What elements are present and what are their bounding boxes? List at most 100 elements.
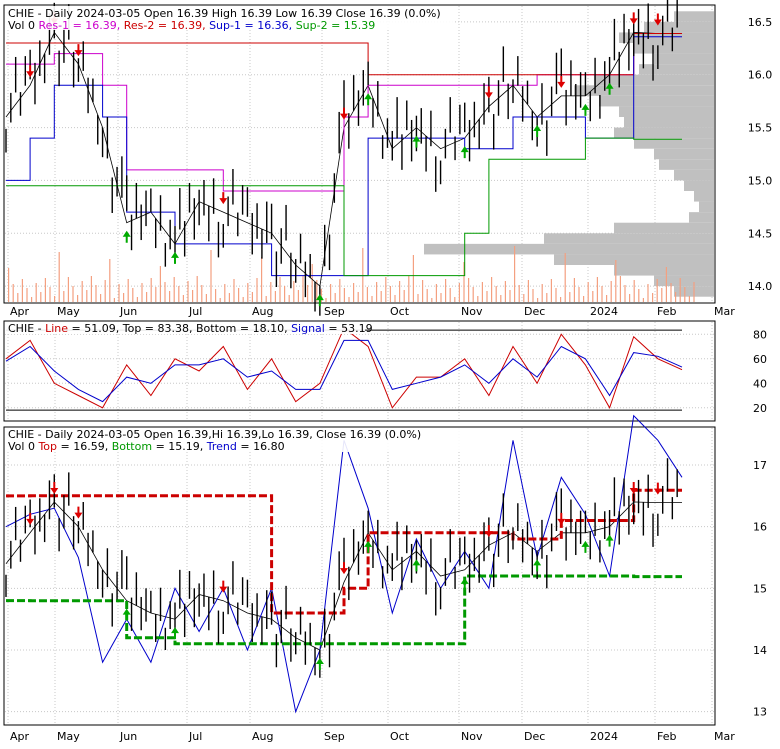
down-arrow [74, 44, 83, 57]
volume-bar [77, 295, 79, 302]
volume-bar [417, 294, 419, 302]
legend-part: = 83.38, [145, 322, 196, 335]
legend-part: Bottom [196, 322, 240, 335]
volume-bar [54, 296, 56, 302]
volume-bar [527, 280, 529, 302]
volume-bar [555, 288, 557, 302]
up-arrow [460, 146, 469, 159]
legend-part: Bottom [112, 440, 156, 453]
legend-part: = 53.19 [328, 322, 372, 335]
volume-bar [665, 267, 667, 302]
y-tick-label: 20 [753, 402, 767, 415]
legend-part: Line [45, 322, 71, 335]
volume-bar [684, 287, 686, 302]
volume-bar [141, 283, 143, 302]
volume-bar [215, 289, 217, 302]
volume-bar [458, 283, 460, 302]
x-tick-label: Nov [461, 305, 483, 318]
volume-bar [113, 298, 115, 302]
volume-bar [509, 290, 511, 302]
volume-bar [265, 296, 267, 302]
y-tick-label: 17 [753, 459, 767, 472]
legend-part: Sup-1 = 16.36, [209, 19, 296, 32]
volume-bar [17, 293, 19, 302]
volume-bar [399, 281, 401, 302]
volume-bar [647, 284, 649, 302]
volume-bar [256, 278, 258, 302]
y-tick-label: 15.5 [748, 122, 773, 135]
volume-bar [192, 290, 194, 302]
legend-part: Trend [206, 440, 241, 453]
x-tick-label: Feb [657, 305, 676, 318]
volume-bar [688, 296, 690, 302]
volume-bar [514, 246, 516, 302]
volume-bar [251, 292, 253, 302]
volume-bar [408, 276, 410, 302]
series-sup-2 [6, 137, 682, 277]
volume-bar [491, 277, 493, 302]
volume-bar [210, 250, 212, 302]
volume-bar [8, 268, 10, 302]
volume-bar [123, 293, 125, 302]
volume-bar [532, 289, 534, 302]
volume-profile-bar [694, 191, 714, 202]
x-tick-label: Dec [524, 730, 545, 743]
volume-bar [242, 297, 244, 302]
volume-bar [518, 285, 520, 302]
oscillator-header-bg [5, 322, 365, 334]
volume-bar [35, 283, 37, 302]
volume-bar [376, 282, 378, 302]
price-legend: Vol 0 Res-1 = 16.39, Res-2 = 16.39, Sup-… [8, 19, 375, 32]
volume-bar [293, 281, 295, 302]
x-tick-label: Jun [119, 730, 137, 743]
price-header: CHIE - Daily 2024-03-05 Open 16.39 High … [8, 7, 441, 20]
volume-bar [693, 282, 695, 302]
volume-profile-bar [674, 11, 714, 22]
volume-bar [652, 293, 654, 302]
down-arrow [653, 13, 662, 26]
volume-profile-bar [654, 275, 714, 287]
volume-profile-bar [634, 138, 714, 149]
volume-bar [546, 293, 548, 302]
volume-bar [247, 283, 249, 302]
volume-bar [146, 292, 148, 302]
up-arrow [364, 540, 373, 553]
x-tick-label: Mar [714, 730, 735, 743]
x-tick-label: Aug [252, 305, 273, 318]
volume-bar [118, 284, 120, 302]
volume-profile-bar [424, 243, 714, 255]
volume-bar [90, 276, 92, 302]
up-arrow [581, 540, 590, 553]
volume-bar [104, 280, 106, 302]
volume-bar [537, 298, 539, 302]
y-tick-label: 16 [753, 521, 767, 534]
volume-bar [159, 266, 161, 302]
volume-bar [26, 288, 28, 302]
trend-ohlc-bars [5, 458, 678, 678]
volume-bar [284, 286, 286, 302]
down-arrow [629, 12, 638, 25]
volume-bar [343, 288, 345, 302]
volume-profile-bar [639, 64, 714, 75]
volume-bar [633, 280, 635, 302]
legend-part: Signal [291, 322, 328, 335]
volume-bar [463, 262, 465, 302]
volume-profile-bar [674, 169, 714, 181]
volume-bar [238, 288, 240, 302]
legend-part: Res-1 = 16.39, [38, 19, 123, 32]
volume-bar [12, 284, 14, 302]
y-tick-label: 13 [753, 706, 767, 719]
volume-bar [63, 291, 65, 302]
volume-bar [316, 280, 318, 302]
legend-part: Top [37, 440, 60, 453]
legend-part: = 15.19, [156, 440, 207, 453]
volume-bar [587, 282, 589, 302]
volume-bar [550, 279, 552, 302]
volume-bar [233, 279, 235, 302]
volume-bar [357, 292, 359, 302]
down-arrow [50, 482, 59, 494]
volume-bar [81, 281, 83, 302]
volume-bar [435, 284, 437, 302]
down-arrow [557, 512, 566, 525]
trend-header: CHIE - Daily 2024-03-05 Open 16.39,Hi 16… [8, 428, 421, 441]
